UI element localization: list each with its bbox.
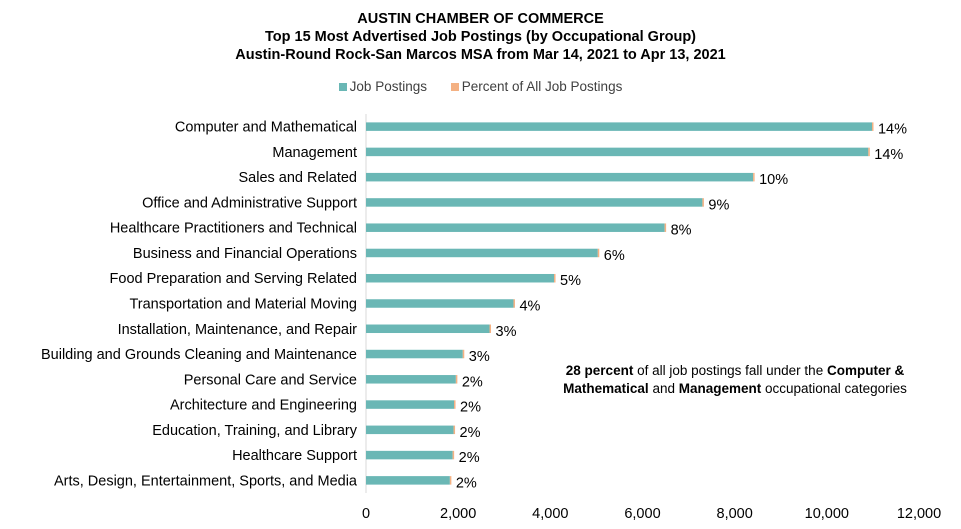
data-label: 14% bbox=[878, 122, 907, 138]
percent-bar bbox=[868, 147, 870, 157]
data-label: 2% bbox=[456, 475, 477, 491]
data-label: 10% bbox=[759, 172, 788, 188]
annotation-bold-2: Computer & bbox=[826, 363, 905, 378]
x-tick-label: 12,000 bbox=[897, 506, 941, 522]
percent-bar bbox=[664, 223, 667, 232]
category-label: Transportation and Material Moving bbox=[129, 297, 357, 313]
data-label: 3% bbox=[469, 349, 490, 365]
bar bbox=[366, 450, 453, 460]
data-label: 3% bbox=[496, 324, 517, 340]
chart-title-line-2: Top 15 Most Advertised Job Postings (by … bbox=[264, 29, 696, 45]
bar bbox=[366, 147, 869, 157]
category-label: Healthcare Practitioners and Technical bbox=[110, 221, 357, 237]
legend-label-job-postings: Job Postings bbox=[349, 79, 427, 94]
chart-legend: Job Postings Percent of All Job Postings bbox=[0, 79, 961, 94]
category-label: Building and Grounds Cleaning and Mainte… bbox=[41, 347, 357, 363]
bar bbox=[366, 375, 456, 384]
data-label: 2% bbox=[459, 450, 480, 466]
percent-bar bbox=[449, 476, 452, 485]
chart-title-line-1: AUSTIN CHAMBER OF COMMERCE bbox=[357, 11, 604, 27]
bar bbox=[366, 476, 450, 485]
bar bbox=[366, 324, 490, 334]
percent-bar bbox=[702, 198, 704, 207]
category-label: Architecture and Engineering bbox=[170, 398, 357, 414]
percent-bar bbox=[753, 172, 755, 182]
annotation-text-2: and bbox=[648, 381, 679, 396]
category-label: Sales and Related bbox=[239, 170, 358, 186]
category-label: Business and Financial Operations bbox=[133, 246, 357, 262]
data-label: 2% bbox=[460, 425, 481, 441]
annotation-bold-3: Mathematical bbox=[563, 381, 649, 396]
annotation-text-1: of all job postings fall under the bbox=[633, 363, 827, 378]
category-label: Computer and Mathematical bbox=[175, 120, 357, 136]
category-label: Office and Administrative Support bbox=[142, 195, 357, 211]
chart-annotation: 28 percent of all job postings fall unde… bbox=[535, 362, 935, 398]
bar bbox=[366, 273, 555, 283]
percent-bar bbox=[554, 273, 556, 283]
x-tick-label: 4,000 bbox=[532, 506, 568, 522]
bar bbox=[366, 248, 598, 258]
data-label: 9% bbox=[708, 197, 729, 213]
percent-bar bbox=[489, 324, 492, 334]
category-label: Management bbox=[272, 145, 357, 161]
chart-title-line-3: Austin-Round Rock-San Marcos MSA from Ma… bbox=[235, 47, 726, 63]
category-label: Personal Care and Service bbox=[184, 372, 357, 388]
annotation-text-3: occupational categories bbox=[761, 381, 907, 396]
percent-bar bbox=[453, 425, 456, 435]
percent-bar bbox=[462, 349, 465, 359]
x-tick-label: 6,000 bbox=[624, 506, 660, 522]
category-label: Food Preparation and Serving Related bbox=[110, 271, 357, 287]
bar bbox=[366, 223, 665, 232]
x-tick-label: 0 bbox=[362, 506, 370, 522]
annotation-bold-1: 28 percent bbox=[565, 363, 634, 378]
chart-title: AUSTIN CHAMBER OF COMMERCE Top 15 Most A… bbox=[0, 10, 961, 64]
category-label: Healthcare Support bbox=[232, 448, 357, 464]
percent-bar bbox=[455, 375, 458, 384]
annotation-bold-4: Management bbox=[678, 381, 762, 396]
data-label: 8% bbox=[671, 223, 692, 239]
bar bbox=[366, 198, 703, 207]
data-label: 2% bbox=[462, 374, 483, 390]
legend-swatch-percent bbox=[450, 83, 459, 91]
category-label: Installation, Maintenance, and Repair bbox=[118, 322, 358, 338]
data-label: 5% bbox=[560, 273, 581, 289]
legend-item-percent: Percent of All Job Postings bbox=[450, 79, 623, 94]
bar bbox=[366, 172, 754, 182]
percent-bar bbox=[454, 400, 456, 409]
x-tick-label: 2,000 bbox=[440, 506, 476, 522]
data-label: 6% bbox=[604, 248, 625, 264]
data-label: 14% bbox=[874, 147, 903, 163]
x-tick-label: 10,000 bbox=[805, 506, 849, 522]
x-tick-label: 8,000 bbox=[717, 506, 753, 522]
bar bbox=[366, 400, 455, 409]
data-label: 4% bbox=[519, 299, 540, 315]
bar bbox=[366, 122, 872, 131]
legend-item-job-postings: Job Postings bbox=[338, 79, 427, 94]
bar bbox=[366, 425, 454, 435]
bar bbox=[366, 299, 514, 308]
bar bbox=[366, 349, 463, 359]
percent-bar bbox=[513, 299, 515, 308]
category-label: Education, Training, and Library bbox=[152, 423, 357, 439]
percent-bar bbox=[452, 450, 455, 460]
legend-swatch-job-postings bbox=[338, 83, 347, 91]
percent-bar bbox=[597, 248, 600, 258]
category-label: Arts, Design, Entertainment, Sports, and… bbox=[54, 473, 358, 489]
percent-bar bbox=[871, 122, 874, 131]
legend-label-percent: Percent of All Job Postings bbox=[461, 79, 623, 94]
data-label: 2% bbox=[460, 400, 481, 416]
